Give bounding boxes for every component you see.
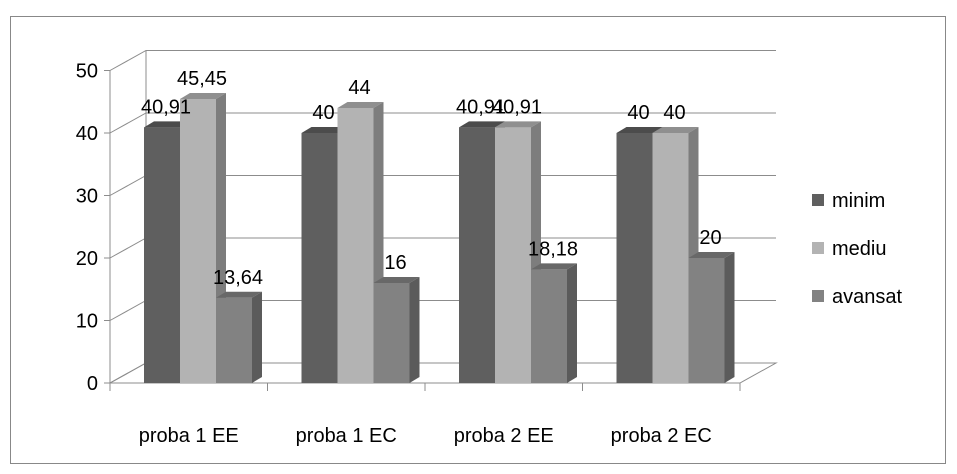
bar-top [616,127,663,133]
data-label: 16 [384,252,406,274]
bar-top [652,127,699,133]
legend-label: mediu [832,238,886,260]
bar [688,258,725,383]
legend-swatch [812,290,824,302]
bar-side [252,291,262,383]
x-tick-label: proba 1 EE [139,425,239,447]
bar-top [144,121,190,128]
bar [144,127,180,383]
bar-top [373,277,420,283]
bar-top [180,92,226,99]
bar [616,133,653,383]
bar-top [301,127,348,133]
y-tick-label: 30 [76,186,98,208]
legend-swatch [812,242,824,254]
x-tick-label: proba 1 EC [296,425,397,447]
data-label: 44 [348,77,370,99]
bar [652,133,689,383]
bar-top [495,121,541,128]
data-label: 45,45 [177,68,227,90]
bar [495,127,531,383]
y-tick-label: 0 [87,373,98,395]
bar-top [459,121,505,128]
data-label: 40 [627,102,649,124]
data-label: 40,91 [141,96,191,118]
bar [301,133,338,383]
axes: 0 10 20 30 40 50 proba 1 EE proba 1 EC proba 2 E… [76,50,778,447]
bar [373,283,410,383]
data-label: 40,91 [492,96,542,118]
data-label: 18,18 [528,238,578,260]
x-tick-label: proba 2 EC [611,425,712,447]
bar-side [409,277,420,383]
bar-top [688,252,735,258]
legend-label: avansat [832,286,902,308]
y-tick-label: 10 [76,311,98,333]
legend: minim mediu avansat [812,190,902,308]
bars [144,92,735,383]
bar-top [216,291,262,298]
legend-swatch [812,194,824,206]
bar [459,127,495,383]
y-tick-label: 50 [76,61,98,83]
bar [180,98,216,383]
data-label: 20 [699,227,721,249]
bar-top [531,263,577,270]
data-label: 40,91 [456,96,506,118]
bar-top [337,102,384,108]
bar [337,108,374,383]
bar [531,269,567,383]
data-label: 40 [312,102,334,124]
y-tick-label: 40 [76,123,98,145]
bar-side [567,263,577,383]
bar-side [724,252,735,383]
y-tick-label: 20 [76,248,98,270]
data-label: 13,64 [213,267,263,289]
data-label: 40 [663,102,685,124]
x-tick-label: proba 2 EE [454,425,554,447]
bar [216,297,252,383]
legend-label: minim [832,190,885,212]
